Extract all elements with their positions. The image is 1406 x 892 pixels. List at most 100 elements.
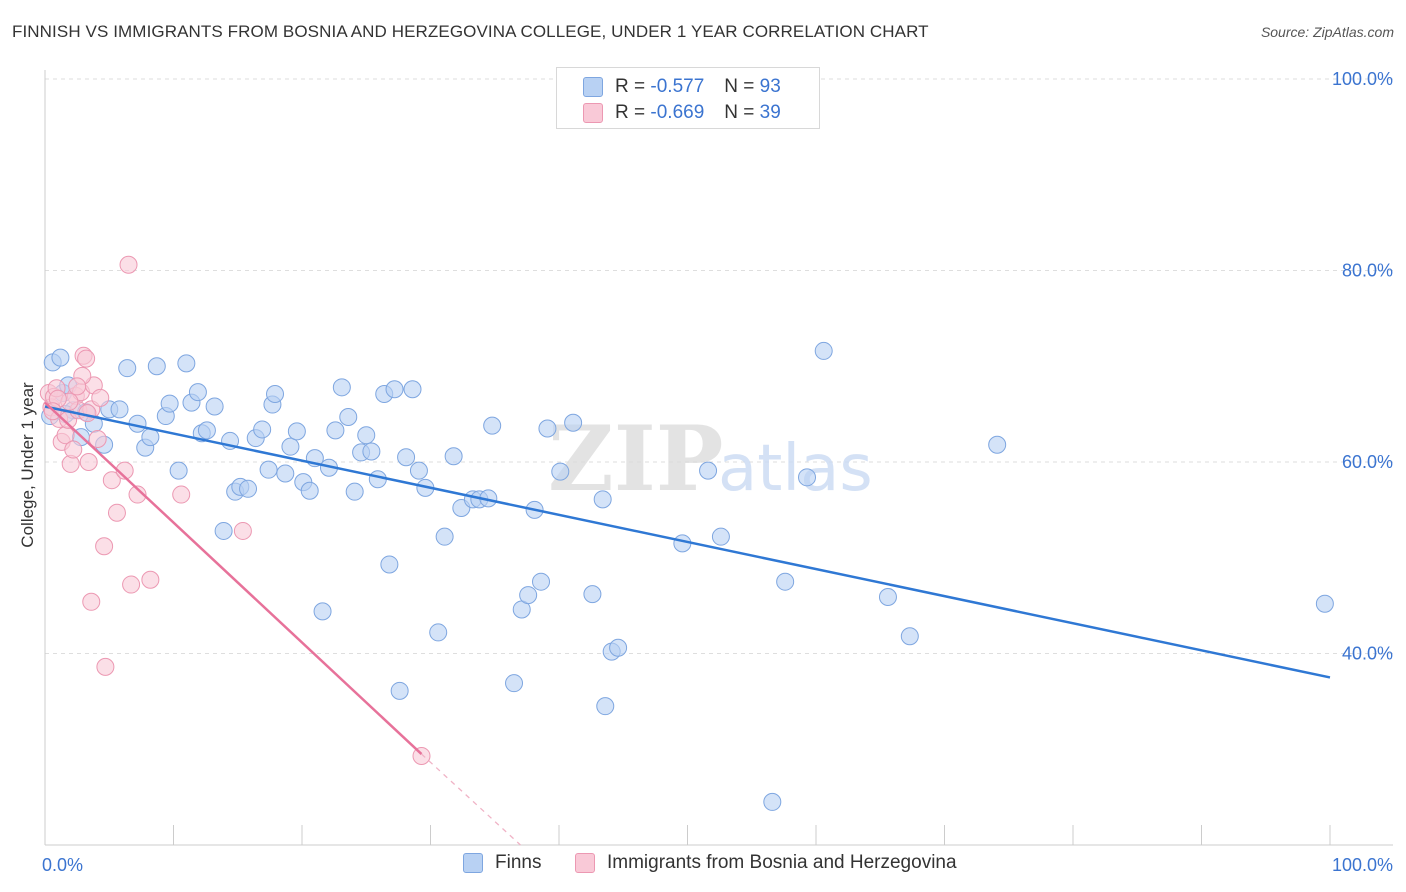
point-finns: [276, 464, 295, 483]
point-finns: [711, 527, 730, 546]
axes: [44, 70, 1393, 846]
y-tick-label: 40.0%: [1342, 644, 1393, 664]
point-finns: [435, 527, 454, 546]
legend-r-label: R =: [615, 102, 646, 123]
point-bosnia: [128, 485, 147, 504]
point-bosnia: [233, 521, 252, 540]
point-finns: [429, 623, 448, 642]
point-finns: [814, 341, 833, 360]
tick-labels: 40.0% 60.0% 80.0% 100.0% 0.0% 100.0%: [42, 69, 1393, 875]
point-finns: [1315, 594, 1334, 613]
point-bosnia: [68, 377, 87, 396]
point-finns: [160, 394, 179, 413]
chart-title: FINNISH VS IMMIGRANTS FROM BOSNIA AND HE…: [12, 22, 929, 41]
point-finns: [538, 419, 557, 438]
point-finns: [339, 407, 358, 426]
point-finns: [188, 383, 207, 402]
point-finns: [397, 448, 416, 467]
point-finns: [281, 437, 300, 456]
point-finns: [197, 421, 216, 440]
stats-legend: R = -0.577 N = 93 R = -0.669 N = 39: [556, 67, 820, 129]
point-finns: [900, 627, 919, 646]
point-bosnia: [77, 349, 96, 368]
point-finns: [118, 359, 137, 378]
point-finns: [287, 422, 306, 441]
point-finns: [390, 681, 409, 700]
point-bosnia: [141, 570, 160, 589]
point-finns: [483, 416, 502, 435]
legend-r-value-finns: -0.577: [650, 76, 705, 97]
point-finns: [362, 442, 381, 461]
point-bosnia: [91, 388, 110, 407]
point-finns: [368, 470, 387, 489]
legend-n-value-finns: 93: [759, 76, 781, 97]
point-finns: [110, 400, 129, 419]
point-finns: [300, 481, 319, 500]
y-axis-label: College, Under 1 year: [18, 382, 37, 548]
point-bosnia: [107, 503, 126, 522]
legend-n-value-bosnia: 39: [759, 102, 781, 123]
point-finns: [266, 385, 285, 404]
point-finns: [878, 588, 897, 607]
point-finns: [699, 461, 718, 480]
point-finns: [532, 572, 551, 591]
point-bosnia: [119, 255, 138, 274]
source-label: Source: ZipAtlas.com: [1260, 24, 1394, 40]
point-finns: [596, 697, 615, 716]
point-finns: [564, 413, 583, 432]
point-finns: [583, 585, 602, 604]
point-finns: [147, 357, 166, 376]
point-finns: [326, 421, 345, 440]
point-finns: [385, 380, 404, 399]
point-finns: [205, 397, 224, 416]
point-finns: [253, 420, 272, 439]
legend-r-value-bosnia: -0.669: [650, 102, 705, 123]
point-finns: [409, 461, 428, 480]
legend-swatch-finns: [583, 77, 603, 97]
point-finns: [988, 435, 1007, 454]
legend-n-label: N =: [724, 102, 755, 123]
point-finns: [51, 348, 70, 367]
trendlines: [44, 401, 1331, 846]
legend-row-finns: R = -0.577 N = 93: [583, 75, 781, 99]
point-finns: [519, 586, 538, 605]
point-bosnia: [172, 485, 191, 504]
trendline-bosnia-extension: [421, 753, 521, 846]
bottom-swatch-finns: [463, 853, 483, 873]
watermark-atlas: atlas: [718, 432, 873, 506]
bottom-legend-bosnia-label: Immigrants from Bosnia and Herzegovina: [607, 852, 957, 873]
bottom-swatch-bosnia: [575, 853, 595, 873]
point-finns: [593, 490, 612, 509]
point-finns: [214, 521, 233, 540]
point-bosnia: [88, 430, 107, 449]
y-tick-label: 100.0%: [1332, 69, 1393, 89]
bottom-legend-finns: Finns: [463, 852, 541, 874]
point-bosnia: [82, 592, 101, 611]
point-bosnia: [95, 537, 114, 556]
x-tick-label: 0.0%: [42, 855, 83, 875]
point-finns: [177, 354, 196, 373]
point-finns: [169, 461, 188, 480]
x-tick-label: 100.0%: [1332, 855, 1393, 875]
point-finns: [259, 460, 278, 479]
point-bosnia: [122, 575, 141, 594]
legend-r-label: R =: [615, 76, 646, 97]
point-finns: [403, 380, 422, 399]
point-finns: [357, 426, 376, 445]
y-tick-label: 80.0%: [1342, 261, 1393, 281]
y-tick-label: 60.0%: [1342, 452, 1393, 472]
grid: [45, 78, 1393, 654]
legend-swatch-bosnia: [583, 103, 603, 123]
point-finns: [313, 602, 332, 621]
trendline-bosnia: [44, 401, 423, 755]
point-finns: [345, 482, 364, 501]
legend-row-bosnia: R = -0.669 N = 39: [583, 101, 781, 125]
point-finns: [798, 468, 817, 487]
bottom-legend: Finns Immigrants from Bosnia and Herzego…: [0, 852, 1406, 876]
point-finns: [776, 572, 795, 591]
bottom-legend-bosnia: Immigrants from Bosnia and Herzegovina: [575, 852, 957, 874]
point-finns: [239, 479, 258, 498]
point-bosnia: [102, 471, 121, 490]
point-bosnia: [79, 453, 98, 471]
